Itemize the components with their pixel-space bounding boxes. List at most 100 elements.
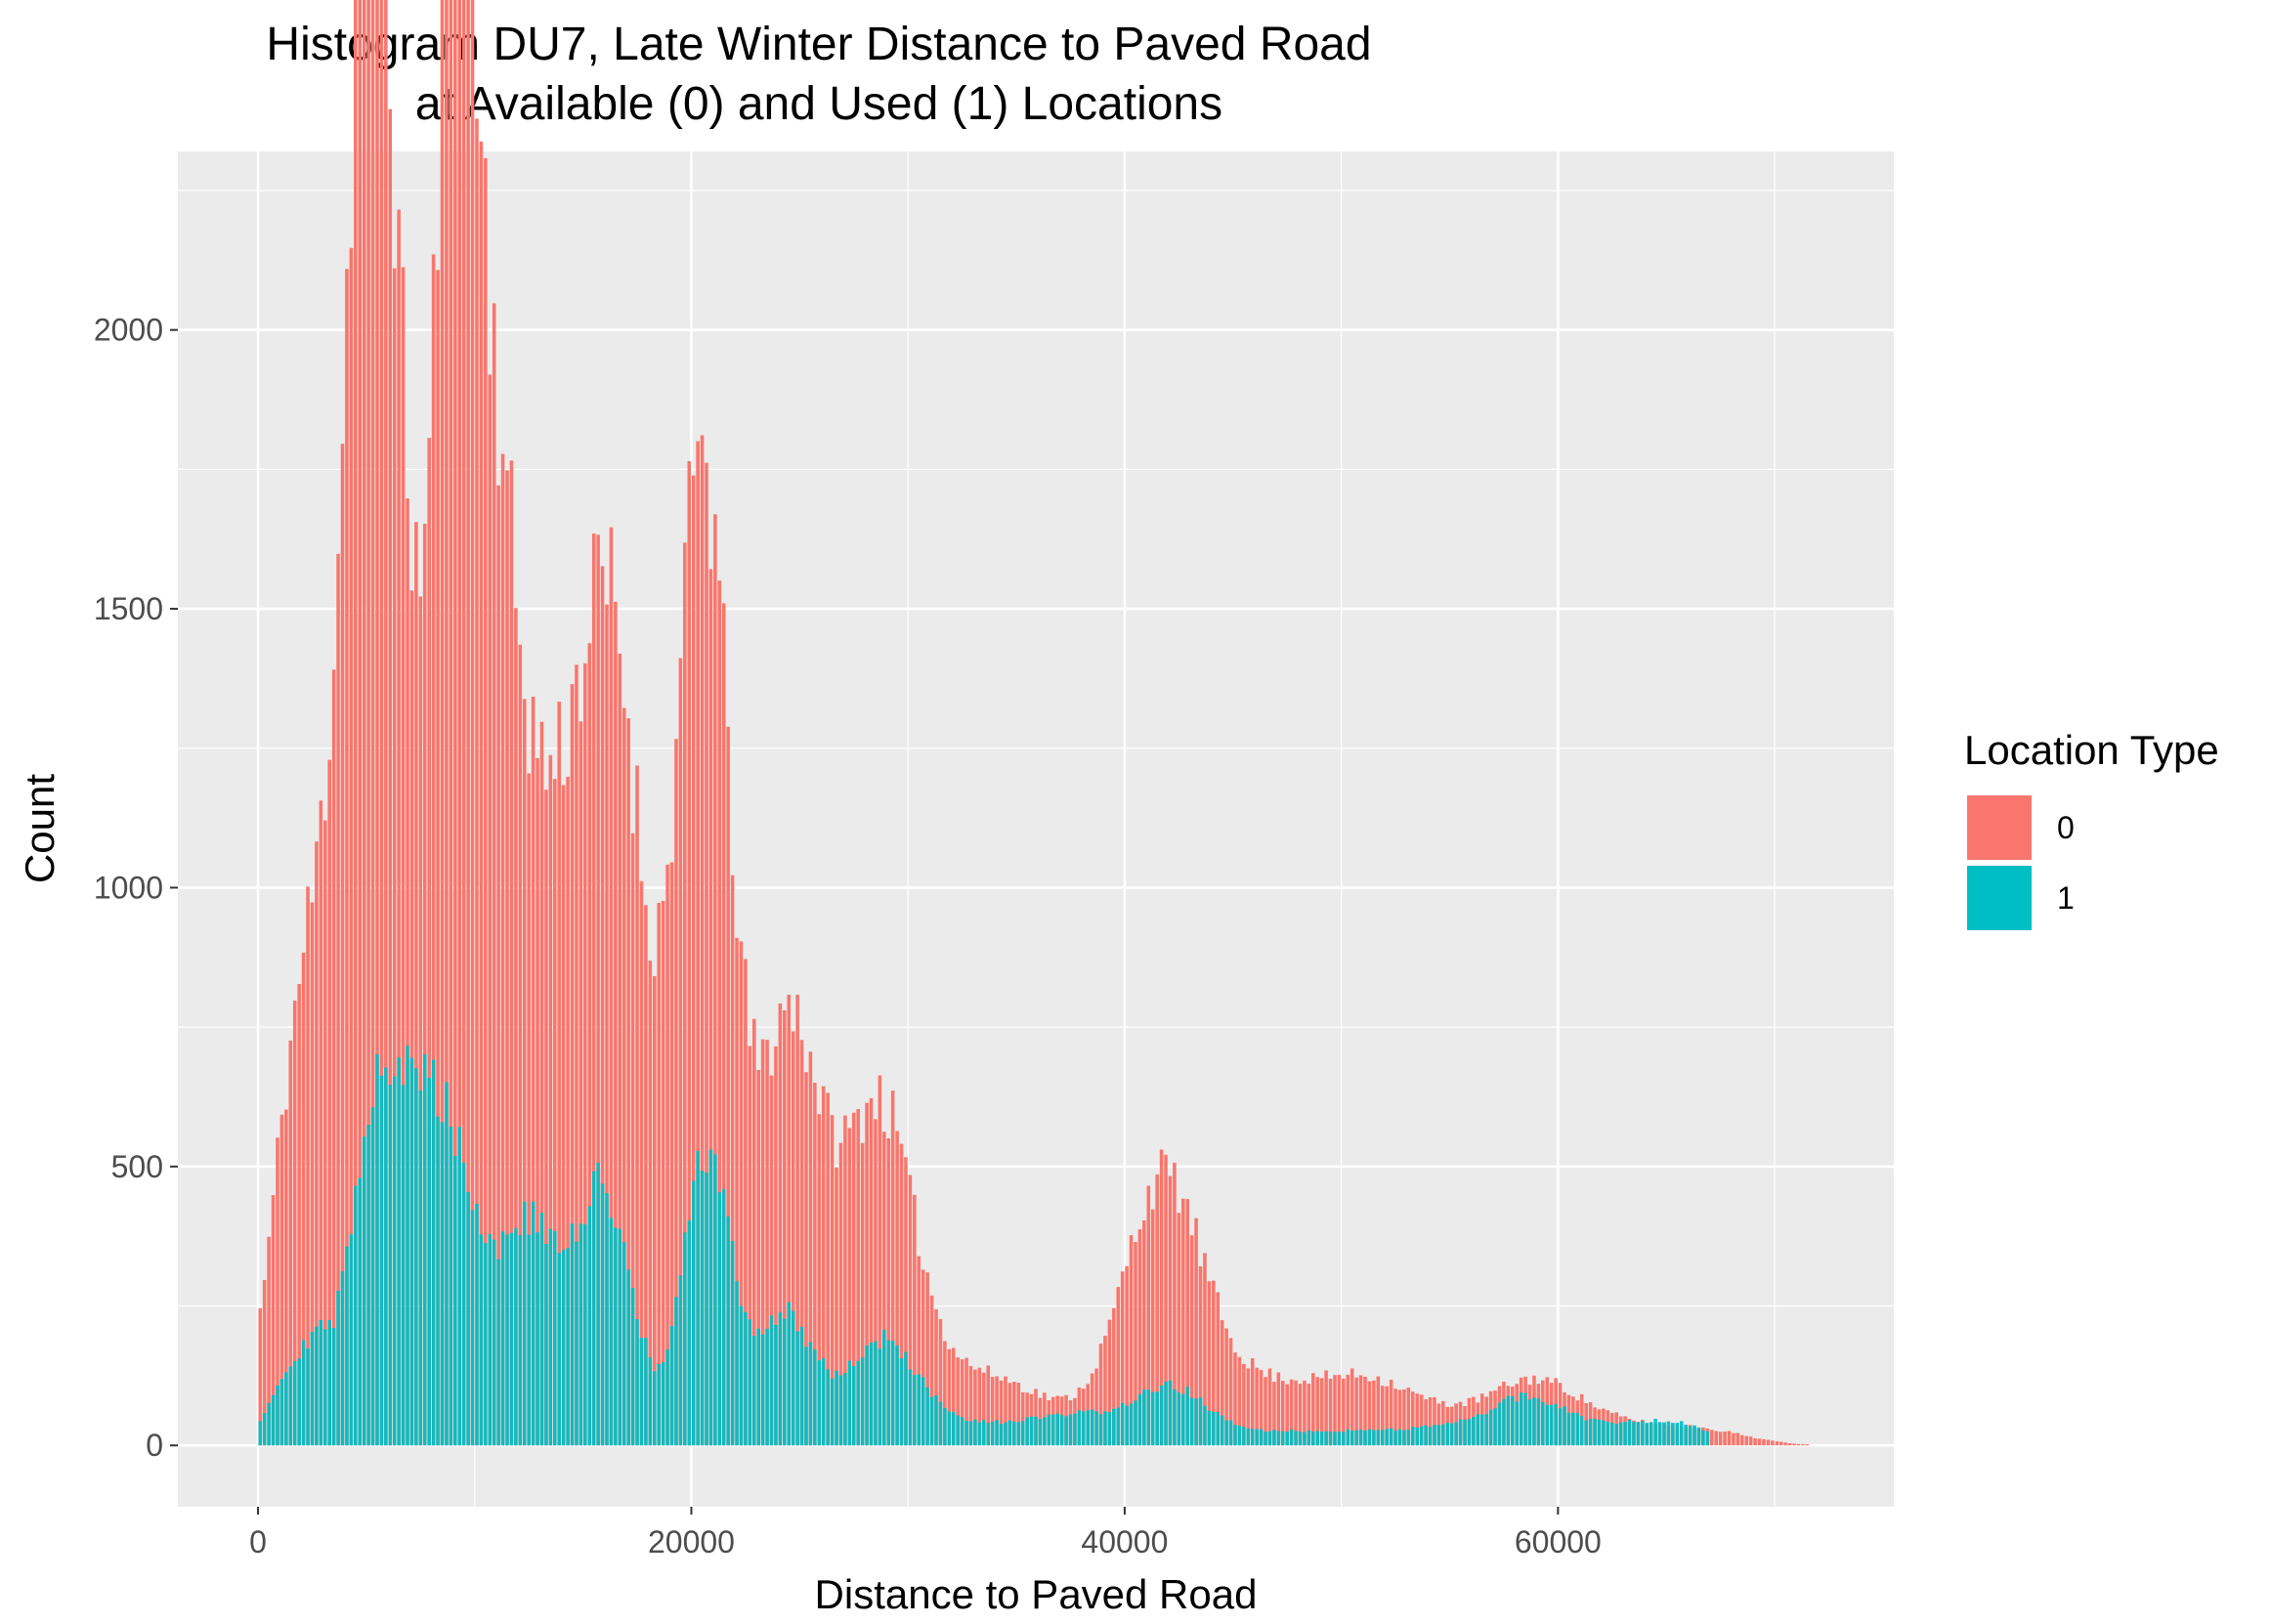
histogram-bar-1 <box>1705 1431 1710 1446</box>
histogram-bar-1 <box>1662 1422 1666 1446</box>
histogram-bar-0 <box>943 1341 947 1446</box>
histogram-bar-0 <box>340 444 345 1446</box>
histogram-bar-1 <box>384 1067 388 1446</box>
histogram-bar-1 <box>943 1407 947 1446</box>
histogram-bar-0 <box>1428 1397 1433 1446</box>
histogram-bar-0 <box>1363 1376 1367 1446</box>
histogram-bar-0 <box>635 765 639 1446</box>
histogram-bar-1 <box>1086 1410 1090 1446</box>
histogram-bar-0 <box>1757 1438 1762 1446</box>
histogram-bar-1 <box>461 1162 466 1446</box>
histogram-bar-0 <box>774 1046 778 1446</box>
histogram-bar-1 <box>1436 1425 1441 1446</box>
histogram-bar-1 <box>457 1127 462 1446</box>
histogram-bar-0 <box>461 0 466 1446</box>
histogram-bar-1 <box>531 1201 536 1446</box>
histogram-bar-0 <box>990 1377 995 1446</box>
histogram-bar-1 <box>769 1315 774 1446</box>
histogram-bar-1 <box>536 1232 539 1446</box>
histogram-bar-1 <box>826 1369 830 1446</box>
histogram-bar-0 <box>626 718 630 1446</box>
histogram-bar-0 <box>1775 1441 1779 1446</box>
histogram-bar-1 <box>1433 1425 1436 1446</box>
histogram-bar-0 <box>1298 1384 1303 1446</box>
histogram-bar-0 <box>319 800 323 1446</box>
histogram-bar-0 <box>882 1132 886 1446</box>
histogram-bar-1 <box>1411 1427 1415 1446</box>
histogram-bar-0 <box>621 707 626 1446</box>
histogram-bar-1 <box>1125 1405 1129 1446</box>
histogram-bar-1 <box>1406 1430 1411 1446</box>
histogram-bar-1 <box>1415 1427 1419 1446</box>
histogram-bar-0 <box>1233 1352 1237 1446</box>
histogram-bar-1 <box>591 1171 596 1446</box>
histogram-bar-1 <box>760 1334 765 1446</box>
histogram-bar-1 <box>929 1396 934 1446</box>
histogram-bar-0 <box>366 0 370 1446</box>
histogram-bar-1 <box>496 1259 500 1446</box>
histogram-bar-1 <box>1220 1415 1224 1446</box>
histogram-bar-0 <box>713 514 717 1446</box>
histogram-bar-1 <box>1627 1420 1632 1446</box>
histogram-bar-1 <box>765 1328 769 1446</box>
histogram-bar-1 <box>1342 1432 1346 1446</box>
histogram-bar-1 <box>1588 1419 1593 1446</box>
histogram-bar-0 <box>687 460 692 1446</box>
histogram-bar-1 <box>1303 1432 1307 1446</box>
histogram-bar-0 <box>1740 1434 1744 1446</box>
histogram-bar-0 <box>331 669 336 1446</box>
histogram-bar-1 <box>830 1378 835 1446</box>
histogram-bar-0 <box>1367 1381 1372 1446</box>
histogram-bar-1 <box>1575 1413 1580 1446</box>
histogram-bar-1 <box>479 1234 484 1446</box>
histogram-bar-1 <box>1267 1431 1272 1446</box>
y-axis: 0 500 1000 1500 2000 <box>94 313 178 1463</box>
histogram-bar-0 <box>536 757 539 1446</box>
histogram-bar-1 <box>509 1232 514 1446</box>
histogram-bar-0 <box>964 1357 968 1446</box>
histogram-bar-1 <box>358 1177 363 1446</box>
histogram-bar-1 <box>292 1360 297 1446</box>
histogram-bar-1 <box>436 1116 440 1446</box>
x-tick-label: 0 <box>249 1524 267 1560</box>
histogram-bar-1 <box>1228 1420 1233 1446</box>
histogram-bar-0 <box>977 1367 982 1446</box>
histogram-bar-0 <box>557 702 561 1446</box>
histogram-bar-1 <box>614 1227 618 1446</box>
histogram-bar-0 <box>1103 1335 1107 1446</box>
histogram-bar-1 <box>1289 1429 1294 1446</box>
histogram-bar-1 <box>362 1136 366 1446</box>
histogram-bar-1 <box>406 1046 409 1446</box>
histogram-bar-1 <box>635 1319 639 1446</box>
histogram-bar-0 <box>1333 1375 1337 1446</box>
x-axis: 0 20000 40000 60000 <box>249 1507 1602 1560</box>
histogram-bar-0 <box>795 995 799 1446</box>
histogram-bar-0 <box>1380 1386 1385 1446</box>
histogram-bar-0 <box>886 1137 891 1446</box>
histogram-bar-0 <box>904 1157 908 1446</box>
histogram-bar-0 <box>288 1040 293 1446</box>
histogram-bar-1 <box>600 1183 605 1446</box>
histogram-bar-1 <box>427 1077 431 1446</box>
histogram-bar-0 <box>665 864 669 1446</box>
chart-title-line-1: Histogram DU7, Late Winter Distance to P… <box>266 19 1371 70</box>
histogram-bar-1 <box>345 1246 349 1446</box>
histogram-bar-1 <box>1112 1408 1116 1446</box>
histogram-bar-0 <box>1311 1373 1315 1446</box>
histogram-bar-0 <box>1389 1380 1393 1446</box>
histogram-bar-1 <box>1146 1389 1151 1446</box>
histogram-bar-1 <box>1333 1432 1337 1446</box>
histogram-bar-1 <box>500 1231 505 1446</box>
histogram-bar-1 <box>1602 1420 1606 1446</box>
histogram-bar-0 <box>336 553 340 1446</box>
histogram-bar-0 <box>917 1256 921 1446</box>
histogram-bar-1 <box>1493 1408 1497 1446</box>
histogram-bar-1 <box>1363 1431 1367 1446</box>
histogram-bar-1 <box>1354 1430 1358 1446</box>
histogram-bar-1 <box>1618 1422 1623 1446</box>
histogram-bar-1 <box>1073 1413 1077 1446</box>
histogram-bar-0 <box>401 267 406 1446</box>
legend-key-1 <box>1967 866 2032 930</box>
histogram-bar-1 <box>1497 1402 1502 1446</box>
histogram-bar-0 <box>414 522 418 1446</box>
